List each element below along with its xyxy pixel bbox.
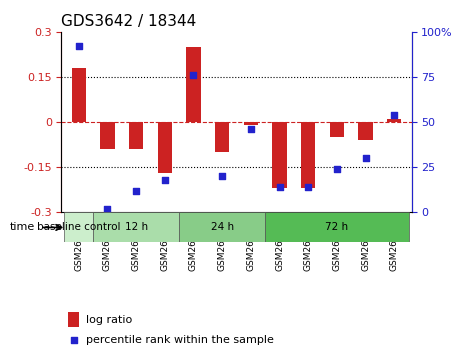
Point — [132, 188, 140, 194]
Bar — [301, 122, 315, 188]
Bar — [100, 122, 114, 149]
Text: log ratio: log ratio — [86, 315, 132, 325]
Point — [70, 337, 78, 343]
Bar — [71, 68, 86, 122]
Bar — [215, 122, 229, 152]
Text: baseline control: baseline control — [37, 222, 121, 233]
Text: 24 h: 24 h — [210, 222, 234, 233]
Bar — [179, 212, 265, 242]
Bar — [129, 122, 143, 149]
Point — [161, 177, 168, 183]
Text: percentile rank within the sample: percentile rank within the sample — [86, 335, 274, 345]
Bar — [359, 122, 373, 140]
Point — [305, 184, 312, 190]
Bar — [272, 122, 287, 188]
Point — [391, 112, 398, 118]
Point — [276, 184, 283, 190]
Point — [247, 126, 254, 132]
Point — [362, 155, 369, 161]
Bar — [93, 212, 179, 242]
Point — [333, 166, 341, 172]
Bar — [330, 122, 344, 137]
Bar — [158, 122, 172, 173]
Bar — [387, 119, 402, 122]
Point — [104, 206, 111, 212]
Point — [190, 72, 197, 78]
Text: 72 h: 72 h — [325, 222, 349, 233]
Point — [75, 44, 82, 49]
Text: 12 h: 12 h — [124, 222, 148, 233]
Bar — [64, 212, 93, 242]
Bar — [186, 47, 201, 122]
Bar — [244, 122, 258, 125]
Bar — [69, 312, 79, 327]
Point — [219, 173, 226, 179]
Bar — [265, 212, 409, 242]
Text: time: time — [9, 222, 35, 233]
Text: GDS3642 / 18344: GDS3642 / 18344 — [61, 14, 197, 29]
